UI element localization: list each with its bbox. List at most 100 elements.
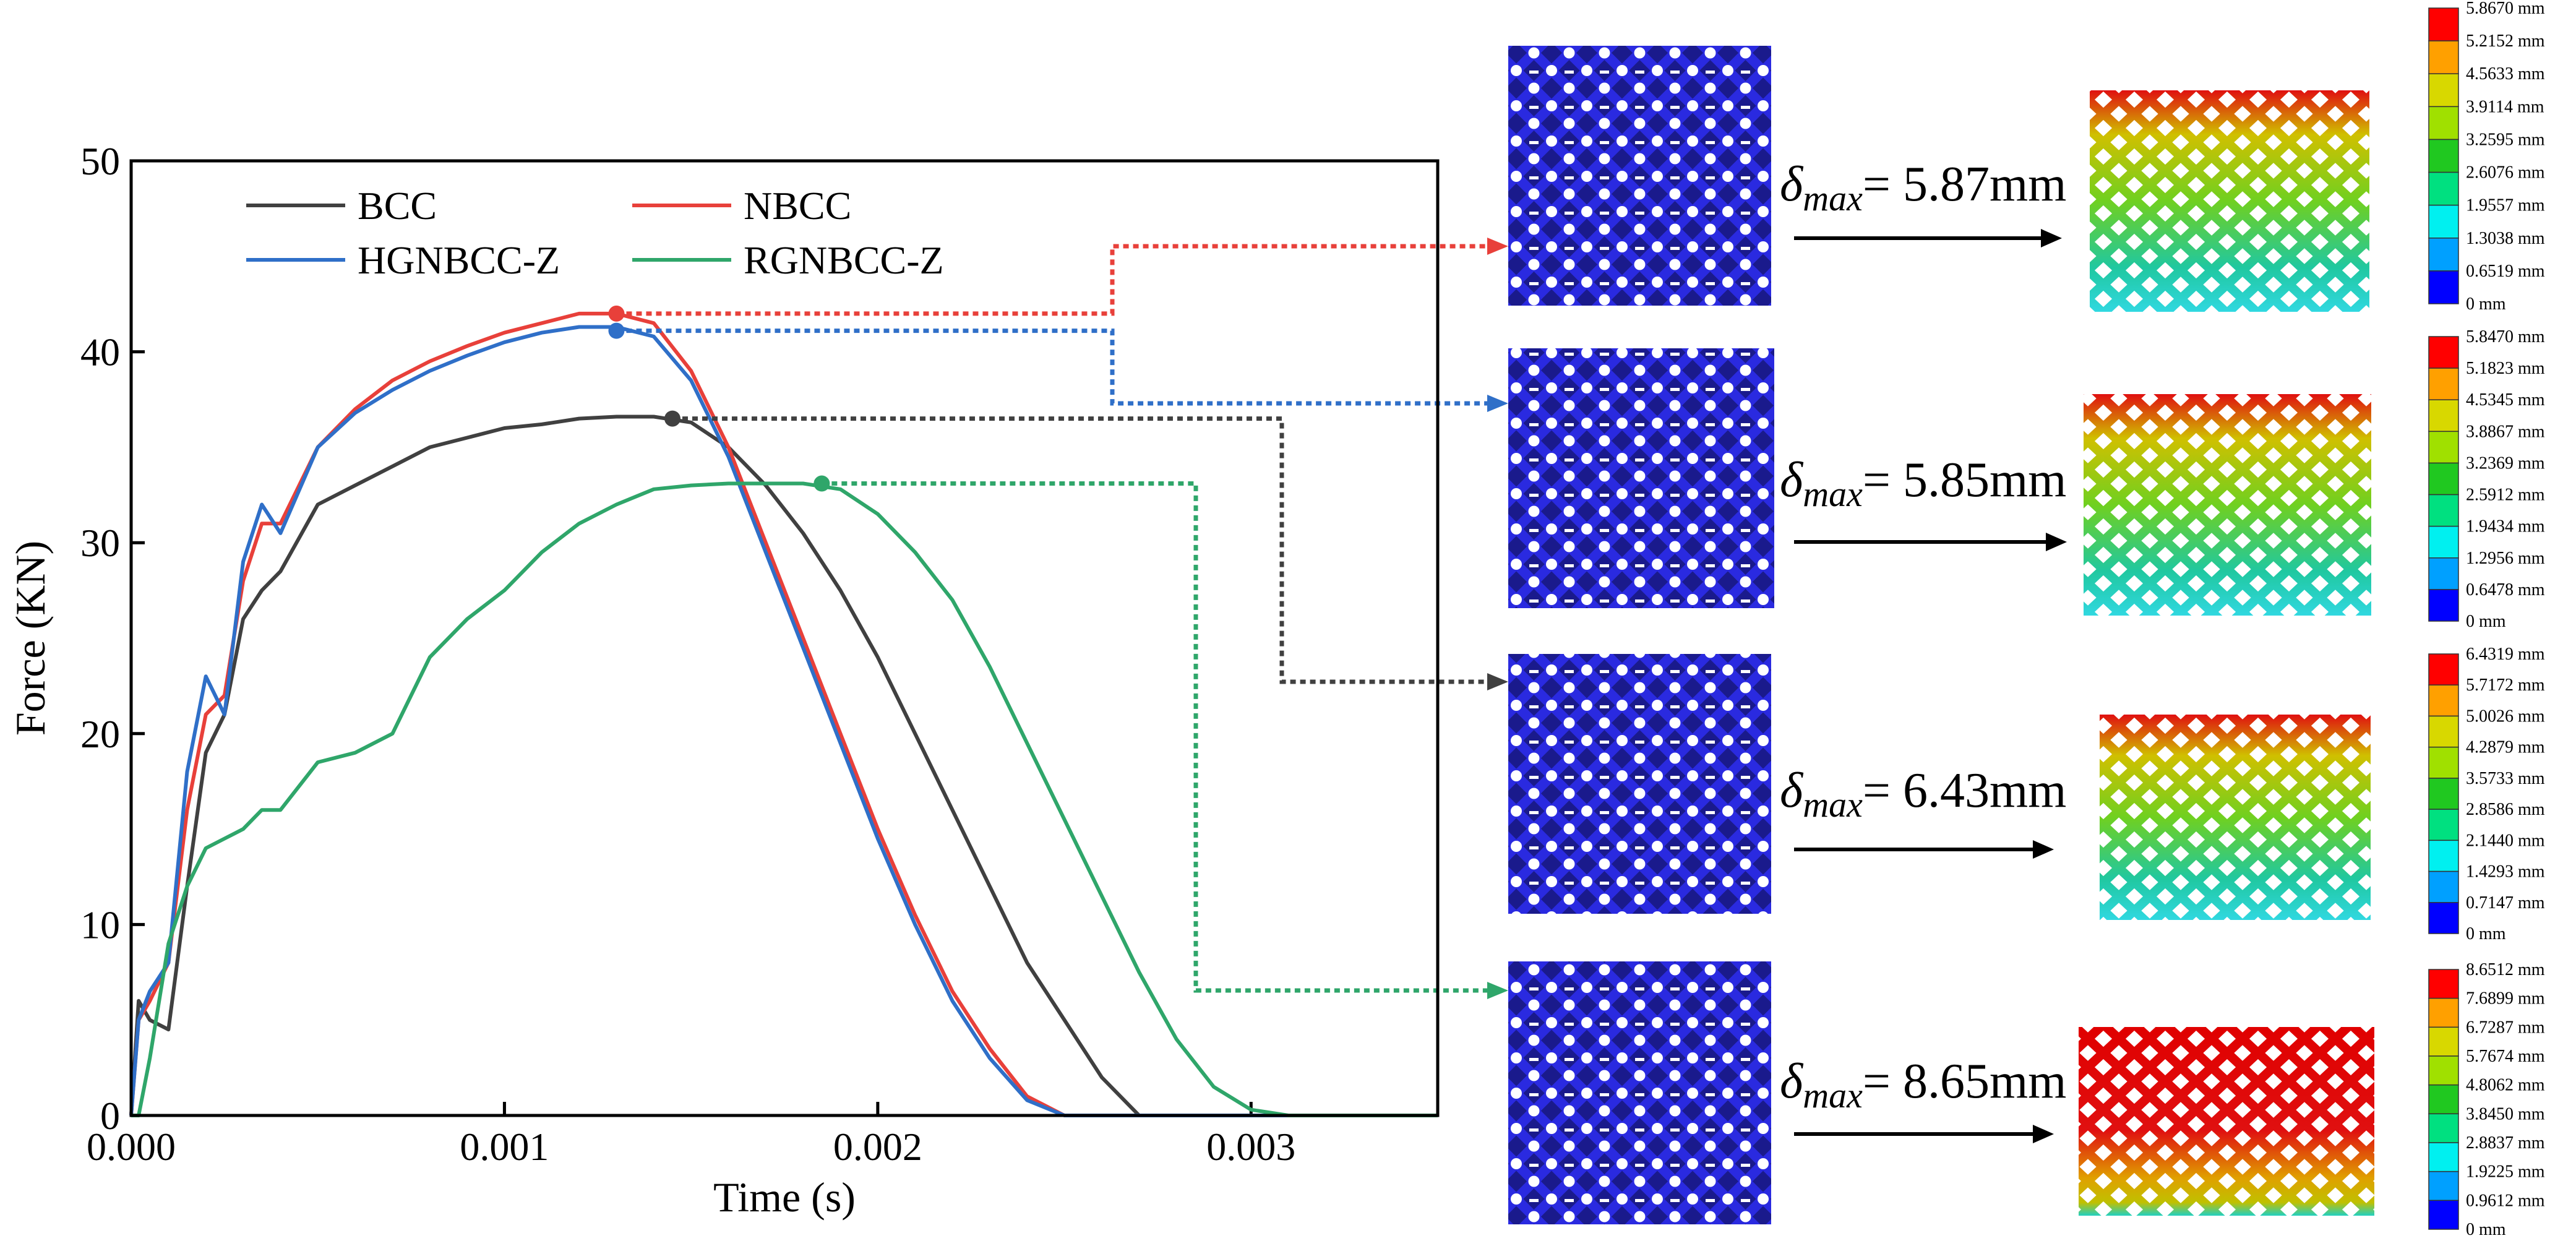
colorbar-block [2428, 557, 2459, 590]
arrow-head [2041, 229, 2062, 247]
legend-label: BCC [358, 184, 437, 228]
colorbar-label: 1.9434 mm [2466, 517, 2545, 536]
colorbar-block [2428, 969, 2459, 999]
colorbar-label: 0.6478 mm [2466, 580, 2545, 599]
colorbar-label: 2.6076 mm [2466, 163, 2545, 183]
colorbar-block [2428, 399, 2459, 432]
colorbar-block [2428, 809, 2459, 841]
colorbar-label: 1.3038 mm [2466, 229, 2545, 248]
colorbar-block [2428, 40, 2459, 74]
lattices [1508, 46, 2374, 1224]
colorbar-block [2428, 1113, 2459, 1143]
colorbar-label: 5.7674 mm [2466, 1047, 2545, 1066]
delta-label: δmax= 5.85mm [1780, 453, 2066, 514]
deformed-lattice [2084, 394, 2371, 616]
delta-value: = 5.85mm [1863, 453, 2067, 507]
colorbar-block [2428, 1084, 2459, 1115]
colorbar-block [2428, 462, 2459, 496]
colorbar-label: 3.2369 mm [2466, 453, 2545, 473]
colorbar-label: 6.4319 mm [2466, 645, 2545, 664]
connector [616, 329, 1487, 406]
delta-label: δmax= 6.43mm [1780, 763, 2066, 825]
legend-label: HGNBCC-Z [358, 238, 560, 282]
colorbar-block [2428, 715, 2459, 748]
connector [672, 416, 1487, 684]
series-line [129, 415, 1438, 1117]
deformed-lattice [2090, 90, 2369, 312]
y-tick-label: 20 [80, 712, 120, 756]
colorbar-label: 2.1440 mm [2466, 831, 2545, 850]
lattice [1508, 348, 1774, 608]
colorbar-label: 0 mm [2466, 294, 2506, 314]
legend-label: NBCC [744, 184, 851, 228]
colorbar-label: 5.2152 mm [2466, 32, 2545, 51]
delta-label: δmax= 5.87mm [1780, 157, 2066, 218]
y-tick-label: 0 [100, 1094, 120, 1138]
y-tick-label: 10 [80, 903, 120, 947]
colorbar-block [2428, 238, 2459, 272]
delta-symbol: δ [1780, 763, 1804, 818]
colorbar-label: 4.5345 mm [2466, 390, 2545, 410]
colorbar-block [2428, 589, 2459, 622]
y-axis-label: Force (KN) [7, 541, 54, 736]
colorbar-block [2428, 778, 2459, 810]
delta-label: δmax= 8.65mm [1780, 1054, 2066, 1115]
arrow-head [1487, 395, 1508, 412]
lattice [1508, 654, 1771, 914]
colorbar-block [2428, 106, 2459, 140]
lattice [1508, 46, 1771, 306]
colorbar-block [2428, 73, 2459, 108]
colorbar-label: 3.2595 mm [2466, 130, 2545, 149]
x-tick-label: 0.001 [460, 1125, 549, 1169]
delta-value: = 5.87mm [1863, 157, 2067, 212]
colorbar-block [2428, 171, 2459, 206]
colorbar-block [2428, 1200, 2459, 1230]
peak-marker [608, 322, 625, 339]
colorbar-block [2428, 902, 2459, 934]
colorbar-label: 5.8470 mm [2466, 327, 2545, 346]
colorbar-block [2428, 431, 2459, 464]
arrow-head [2033, 840, 2054, 859]
delta-symbol: δ [1780, 453, 1804, 507]
colorbar-label: 0.6519 mm [2466, 262, 2545, 281]
arrow-head [1487, 982, 1508, 999]
delta-subscript: max [1803, 784, 1863, 825]
colorbar-label: 3.5733 mm [2466, 769, 2545, 788]
colorbar-label: 2.5912 mm [2466, 486, 2545, 505]
series-line [131, 481, 1438, 1117]
peak-marker [664, 410, 680, 427]
colorbar-block [2428, 270, 2459, 304]
colorbar-block [2428, 653, 2459, 685]
colorbar-block [2428, 684, 2459, 717]
colorbar-label: 8.6512 mm [2466, 960, 2545, 979]
colorbar-block [2428, 204, 2459, 239]
colorbar-label: 3.8867 mm [2466, 422, 2545, 441]
delta-value: = 8.65mm [1863, 1054, 2067, 1109]
y-tick-label: 40 [80, 330, 120, 374]
colorbar-label: 0 mm [2466, 612, 2506, 631]
colorbar-block [2428, 1055, 2459, 1086]
colorbar-label: 4.2879 mm [2466, 738, 2545, 757]
colorbar-block [2428, 870, 2459, 903]
colorbar-block [2428, 1026, 2459, 1057]
colorbar-block [2428, 139, 2459, 173]
colorbar-label: 5.0026 mm [2466, 707, 2545, 726]
colorbar-label: 1.9557 mm [2466, 196, 2545, 215]
colorbar-label: 0 mm [2466, 1220, 2506, 1239]
colorbar-label: 1.2956 mm [2466, 549, 2545, 568]
colorbar-label: 7.6899 mm [2466, 989, 2545, 1008]
colorbar-label: 3.9114 mm [2466, 97, 2544, 116]
colorbar-block [2428, 840, 2459, 872]
delta-symbol: δ [1780, 157, 1804, 212]
colorbar-label: 2.8586 mm [2466, 800, 2545, 819]
peak-marker [814, 475, 830, 492]
delta-subscript: max [1803, 474, 1863, 514]
delta-subscript: max [1803, 1075, 1863, 1115]
colorbar-label: 4.5633 mm [2466, 64, 2545, 84]
colorbar-block [2428, 7, 2459, 41]
y-tick-label: 30 [80, 521, 120, 565]
deformed-lattice [2100, 715, 2371, 920]
colorbar-label: 2.8837 mm [2466, 1133, 2545, 1153]
series-line [129, 311, 1438, 1117]
